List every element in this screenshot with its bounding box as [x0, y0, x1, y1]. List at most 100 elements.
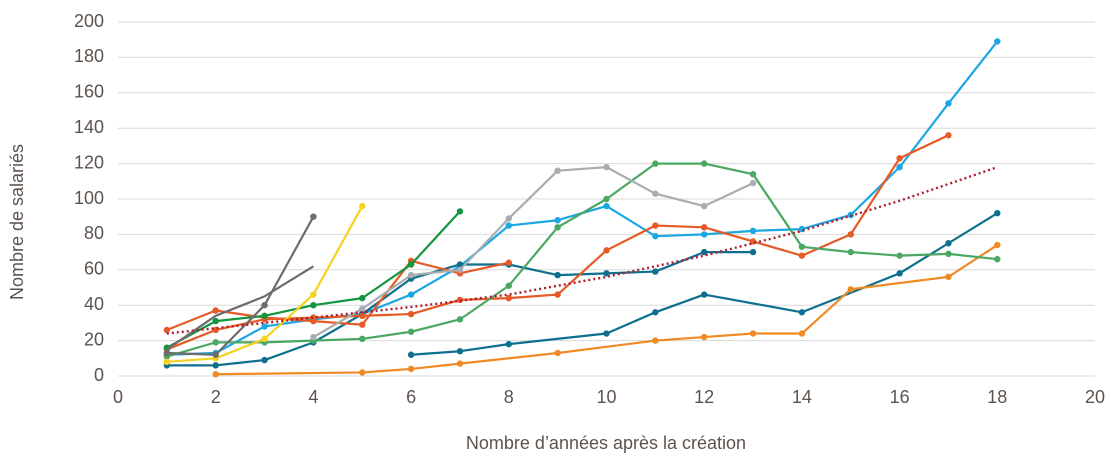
point	[994, 241, 1001, 249]
point	[407, 365, 415, 373]
y-tick-label: 160	[74, 82, 104, 102]
point	[701, 291, 708, 298]
point	[701, 333, 708, 341]
point	[310, 314, 317, 321]
x-tick-label: 8	[504, 387, 514, 407]
point	[407, 271, 415, 279]
point	[749, 330, 757, 337]
point	[652, 309, 659, 316]
point	[847, 248, 854, 256]
point	[994, 255, 1001, 263]
point	[652, 222, 659, 229]
point	[407, 291, 415, 298]
point	[212, 307, 219, 314]
point	[212, 362, 219, 369]
point	[896, 270, 903, 277]
x-tick-label: 20	[1085, 387, 1105, 407]
point	[603, 330, 610, 337]
point	[945, 273, 952, 281]
x-tick-label: 18	[987, 387, 1007, 407]
point	[505, 294, 512, 302]
x-tick-label: 12	[694, 387, 714, 407]
point	[603, 163, 610, 171]
point	[652, 337, 659, 344]
series-line	[166, 265, 314, 351]
point	[359, 202, 366, 210]
y-axis-label: Nombre de salariés	[7, 144, 27, 300]
y-tick-label: 20	[84, 329, 104, 349]
point	[749, 179, 757, 187]
y-tick-label: 40	[84, 294, 104, 314]
point	[701, 248, 708, 256]
y-tick-label: 120	[74, 152, 104, 172]
point	[261, 356, 268, 364]
point	[896, 155, 903, 162]
point	[603, 195, 610, 203]
point	[212, 351, 219, 358]
y-tick-label: 0	[94, 365, 104, 385]
point	[456, 360, 464, 367]
point	[359, 369, 366, 376]
y-tick-label: 60	[84, 259, 104, 279]
x-tick-label: 4	[308, 387, 318, 407]
point	[554, 217, 561, 224]
point	[798, 309, 806, 316]
point	[798, 252, 806, 259]
point	[505, 259, 512, 266]
series-line	[411, 212, 998, 356]
point	[310, 302, 317, 309]
y-tick-label: 140	[74, 117, 104, 137]
point	[896, 163, 903, 171]
x-tick-label: 2	[211, 387, 221, 407]
point	[456, 348, 464, 355]
point	[359, 305, 366, 312]
point	[359, 335, 366, 343]
y-tick-label: 100	[74, 188, 104, 208]
point	[505, 340, 512, 348]
point	[261, 323, 268, 330]
series-line	[166, 210, 461, 349]
point	[407, 261, 415, 268]
point	[652, 160, 659, 167]
point	[456, 208, 464, 215]
series-line	[312, 166, 754, 339]
point	[212, 339, 219, 346]
point	[505, 282, 512, 289]
point	[798, 330, 806, 337]
point	[212, 371, 219, 378]
point	[896, 252, 903, 259]
point	[945, 240, 952, 247]
point	[554, 349, 561, 357]
series-line	[166, 134, 949, 351]
point	[554, 271, 561, 279]
point	[603, 270, 610, 277]
y-tick-label: 180	[74, 46, 104, 66]
point	[261, 312, 268, 320]
point	[359, 312, 366, 320]
point	[701, 224, 708, 231]
point	[359, 321, 366, 328]
point	[603, 247, 610, 254]
point	[603, 202, 610, 210]
x-tick-label: 6	[406, 387, 416, 407]
point	[261, 335, 268, 343]
point	[407, 328, 415, 335]
x-tick-label: 0	[113, 387, 123, 407]
point	[505, 222, 512, 229]
point	[701, 160, 708, 167]
point	[798, 243, 806, 250]
x-tick-label: 16	[890, 387, 910, 407]
x-axis-label: Nombre d’années après la création	[466, 433, 746, 453]
point	[456, 261, 464, 268]
point	[847, 286, 854, 293]
point	[701, 202, 708, 210]
point	[407, 310, 415, 318]
point	[749, 171, 757, 178]
point	[652, 232, 659, 240]
point	[163, 326, 171, 334]
point	[554, 167, 561, 174]
point	[163, 358, 171, 366]
point	[554, 291, 561, 298]
point	[945, 250, 952, 258]
